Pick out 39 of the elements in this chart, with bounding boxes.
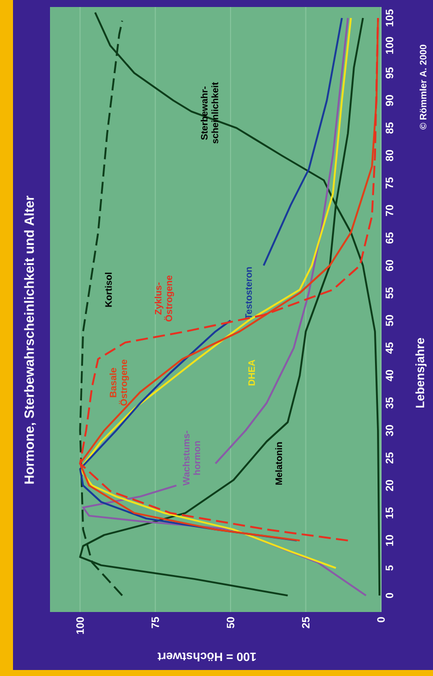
text: Hormone, Sterbewahrscheinlichkeit und Alter xyxy=(24,196,36,484)
text: © Römmler A. 2000 xyxy=(420,44,426,130)
x-tick-label: 0 xyxy=(377,617,385,622)
y-tick-label: 85 xyxy=(386,122,394,134)
text: Testosteron xyxy=(245,267,252,320)
y-tick-label: 50 xyxy=(386,315,394,326)
text: Melatonin xyxy=(275,442,282,485)
y-tick-label: 5 xyxy=(386,565,394,571)
y-tick-label: 75 xyxy=(386,177,394,188)
y-tick-label: 45 xyxy=(386,342,394,354)
text: Wachstums- hormon xyxy=(182,430,200,486)
text: Basale Östrogene xyxy=(110,360,129,406)
y-tick-label: 90 xyxy=(386,95,394,106)
text: Sterbewahr- scheinlichkeit xyxy=(200,82,218,144)
y-tick-label: 10 xyxy=(386,535,394,546)
y-tick-label: 55 xyxy=(386,287,394,299)
y-tick-label: 20 xyxy=(386,480,394,492)
x-tick-label: 25 xyxy=(302,617,310,628)
y-tick-label: 15 xyxy=(386,507,394,518)
y-tick-label: 25 xyxy=(386,452,394,464)
y-tick-label: 65 xyxy=(386,232,394,244)
x-tick-label: 50 xyxy=(226,617,234,628)
x-tick-label: 75 xyxy=(152,617,160,628)
y-tick-label: 100 xyxy=(386,37,394,54)
x-axis-title: 100 = Höchstwert xyxy=(158,652,256,662)
y-tick-label: 60 xyxy=(386,260,394,272)
y-tick-label: 105 xyxy=(386,9,394,26)
y-tick-label: 30 xyxy=(386,425,394,436)
text: Zyklus- Östrogene xyxy=(154,275,174,322)
y-tick-label: 35 xyxy=(386,397,394,409)
y-tick-label: 80 xyxy=(386,150,394,162)
y-tick-label: 40 xyxy=(386,370,394,382)
y-axis-title: Lebensjahre xyxy=(415,338,427,408)
text: Kortisol xyxy=(104,272,112,307)
y-tick-label: 70 xyxy=(386,205,394,216)
text: DHEA xyxy=(248,360,255,386)
y-tick-label: 95 xyxy=(386,67,394,79)
y-tick-label: 0 xyxy=(386,592,394,598)
x-tick-label: 100 xyxy=(76,617,84,634)
